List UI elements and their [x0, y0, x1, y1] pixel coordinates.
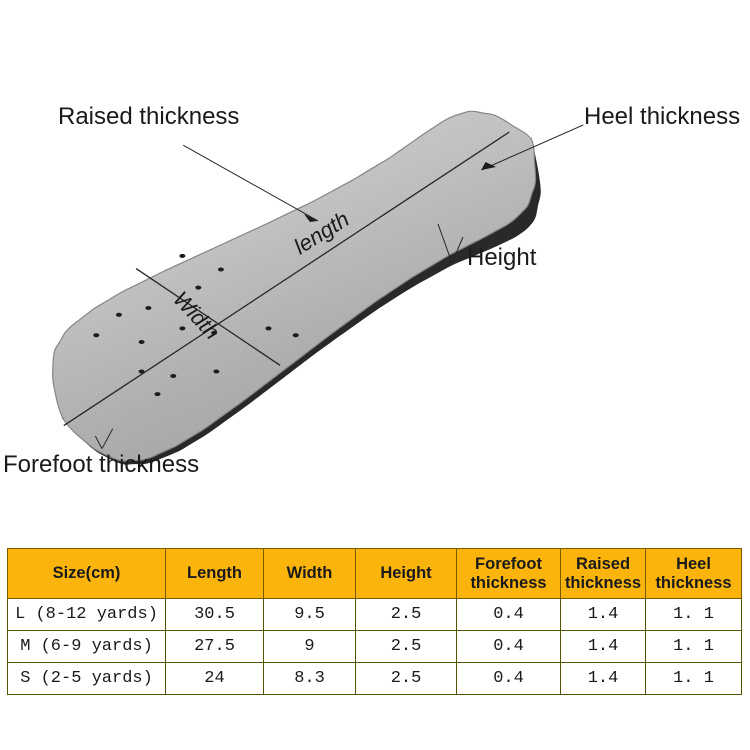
svg-text:Heel thickness: Heel thickness	[584, 103, 740, 130]
svg-text:Forefoot thickness: Forefoot thickness	[3, 451, 199, 478]
svg-text:Raised thickness: Raised thickness	[58, 103, 239, 130]
svg-text:Height: Height	[467, 244, 537, 271]
